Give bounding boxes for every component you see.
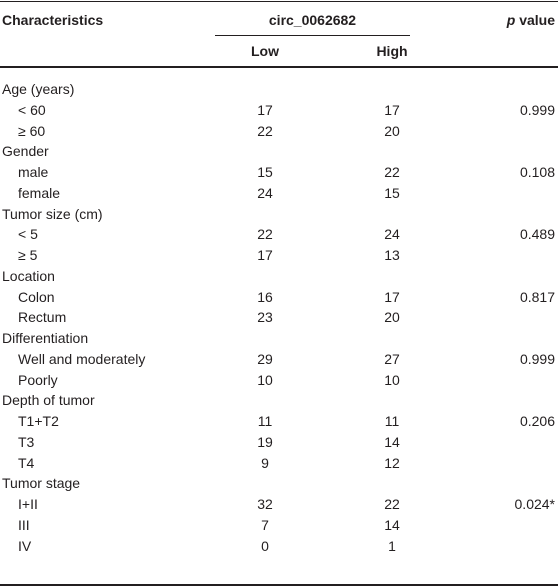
- header-rule: [0, 66, 558, 68]
- p-value: 0.999: [519, 350, 555, 367]
- low-count: 10: [257, 371, 273, 388]
- p-value: 0.024*: [514, 496, 555, 512]
- row-label: < 60: [18, 101, 46, 118]
- row-label: female: [18, 184, 61, 201]
- low-count: 19: [257, 433, 273, 450]
- high-count: 24: [384, 226, 400, 243]
- high-count: 22: [384, 496, 400, 512]
- group-rule: [215, 35, 410, 36]
- low-count: 17: [257, 247, 273, 263]
- low-count: 9: [261, 454, 269, 471]
- high-count: 17: [384, 288, 400, 305]
- header-high: High: [376, 43, 408, 59]
- high-count: 13: [384, 247, 400, 263]
- row-label: < 5: [18, 226, 38, 243]
- p-rest: value: [519, 12, 555, 28]
- header-characteristics: Characteristics: [2, 12, 104, 28]
- low-count: 32: [257, 496, 273, 512]
- low-count: 22: [257, 122, 273, 139]
- high-count: 14: [384, 433, 400, 450]
- high-count: 15: [384, 184, 400, 201]
- high-count: 1: [388, 537, 396, 554]
- p-italic: p: [506, 12, 516, 28]
- low-count: 17: [257, 101, 273, 118]
- low-count: 15: [257, 164, 273, 180]
- bottom-rule: [0, 584, 558, 586]
- high-count: 22: [384, 164, 400, 180]
- group-label: Age (years): [2, 81, 75, 97]
- header-low: Low: [251, 43, 279, 59]
- row-label: III: [18, 516, 30, 533]
- row-label: IV: [18, 537, 32, 554]
- group-label: Gender: [2, 143, 49, 160]
- low-count: 11: [257, 413, 273, 429]
- low-count: 24: [257, 184, 273, 201]
- low-count: 23: [257, 309, 273, 326]
- top-rule: [0, 1, 558, 2]
- row-label: Rectum: [18, 309, 67, 326]
- p-value: 0.817: [519, 288, 555, 305]
- row-label: T1+T2: [18, 413, 59, 429]
- high-count: 14: [384, 516, 400, 533]
- group-label: Location: [2, 267, 55, 284]
- group-label: Tumor stage: [2, 475, 81, 492]
- row-label: Colon: [18, 288, 55, 305]
- low-count: 29: [257, 350, 273, 367]
- group-label: Depth of tumor: [2, 392, 95, 409]
- group-label: Tumor size (cm): [2, 205, 103, 222]
- high-count: 17: [384, 101, 400, 118]
- row-label: Well and moderately: [18, 350, 146, 367]
- row-label: male: [18, 164, 49, 180]
- row-label: ≥ 5: [18, 247, 38, 263]
- low-count: 7: [261, 516, 269, 533]
- high-count: 20: [384, 122, 400, 139]
- high-count: 20: [384, 309, 400, 326]
- row-label: T3: [18, 433, 35, 450]
- group-label: Differentiation: [2, 330, 89, 346]
- p-value: 0.489: [519, 226, 555, 243]
- high-count: 12: [384, 454, 400, 471]
- row-label: Poorly: [18, 371, 58, 388]
- low-count: 16: [257, 288, 273, 305]
- high-count: 10: [384, 371, 400, 388]
- p-value: 0.108: [519, 164, 555, 180]
- high-count: 27: [384, 350, 400, 367]
- row-label: I+II: [18, 496, 38, 512]
- p-value: 0.999: [519, 101, 555, 118]
- low-count: 22: [257, 226, 273, 243]
- header-group: circ_0062682: [268, 12, 357, 28]
- row-label: T4: [18, 454, 35, 471]
- p-value: 0.206: [519, 413, 555, 429]
- header-p-value: p value: [507, 10, 555, 31]
- high-count: 11: [384, 413, 400, 429]
- low-count: 0: [261, 537, 269, 554]
- row-label: ≥ 60: [18, 122, 46, 139]
